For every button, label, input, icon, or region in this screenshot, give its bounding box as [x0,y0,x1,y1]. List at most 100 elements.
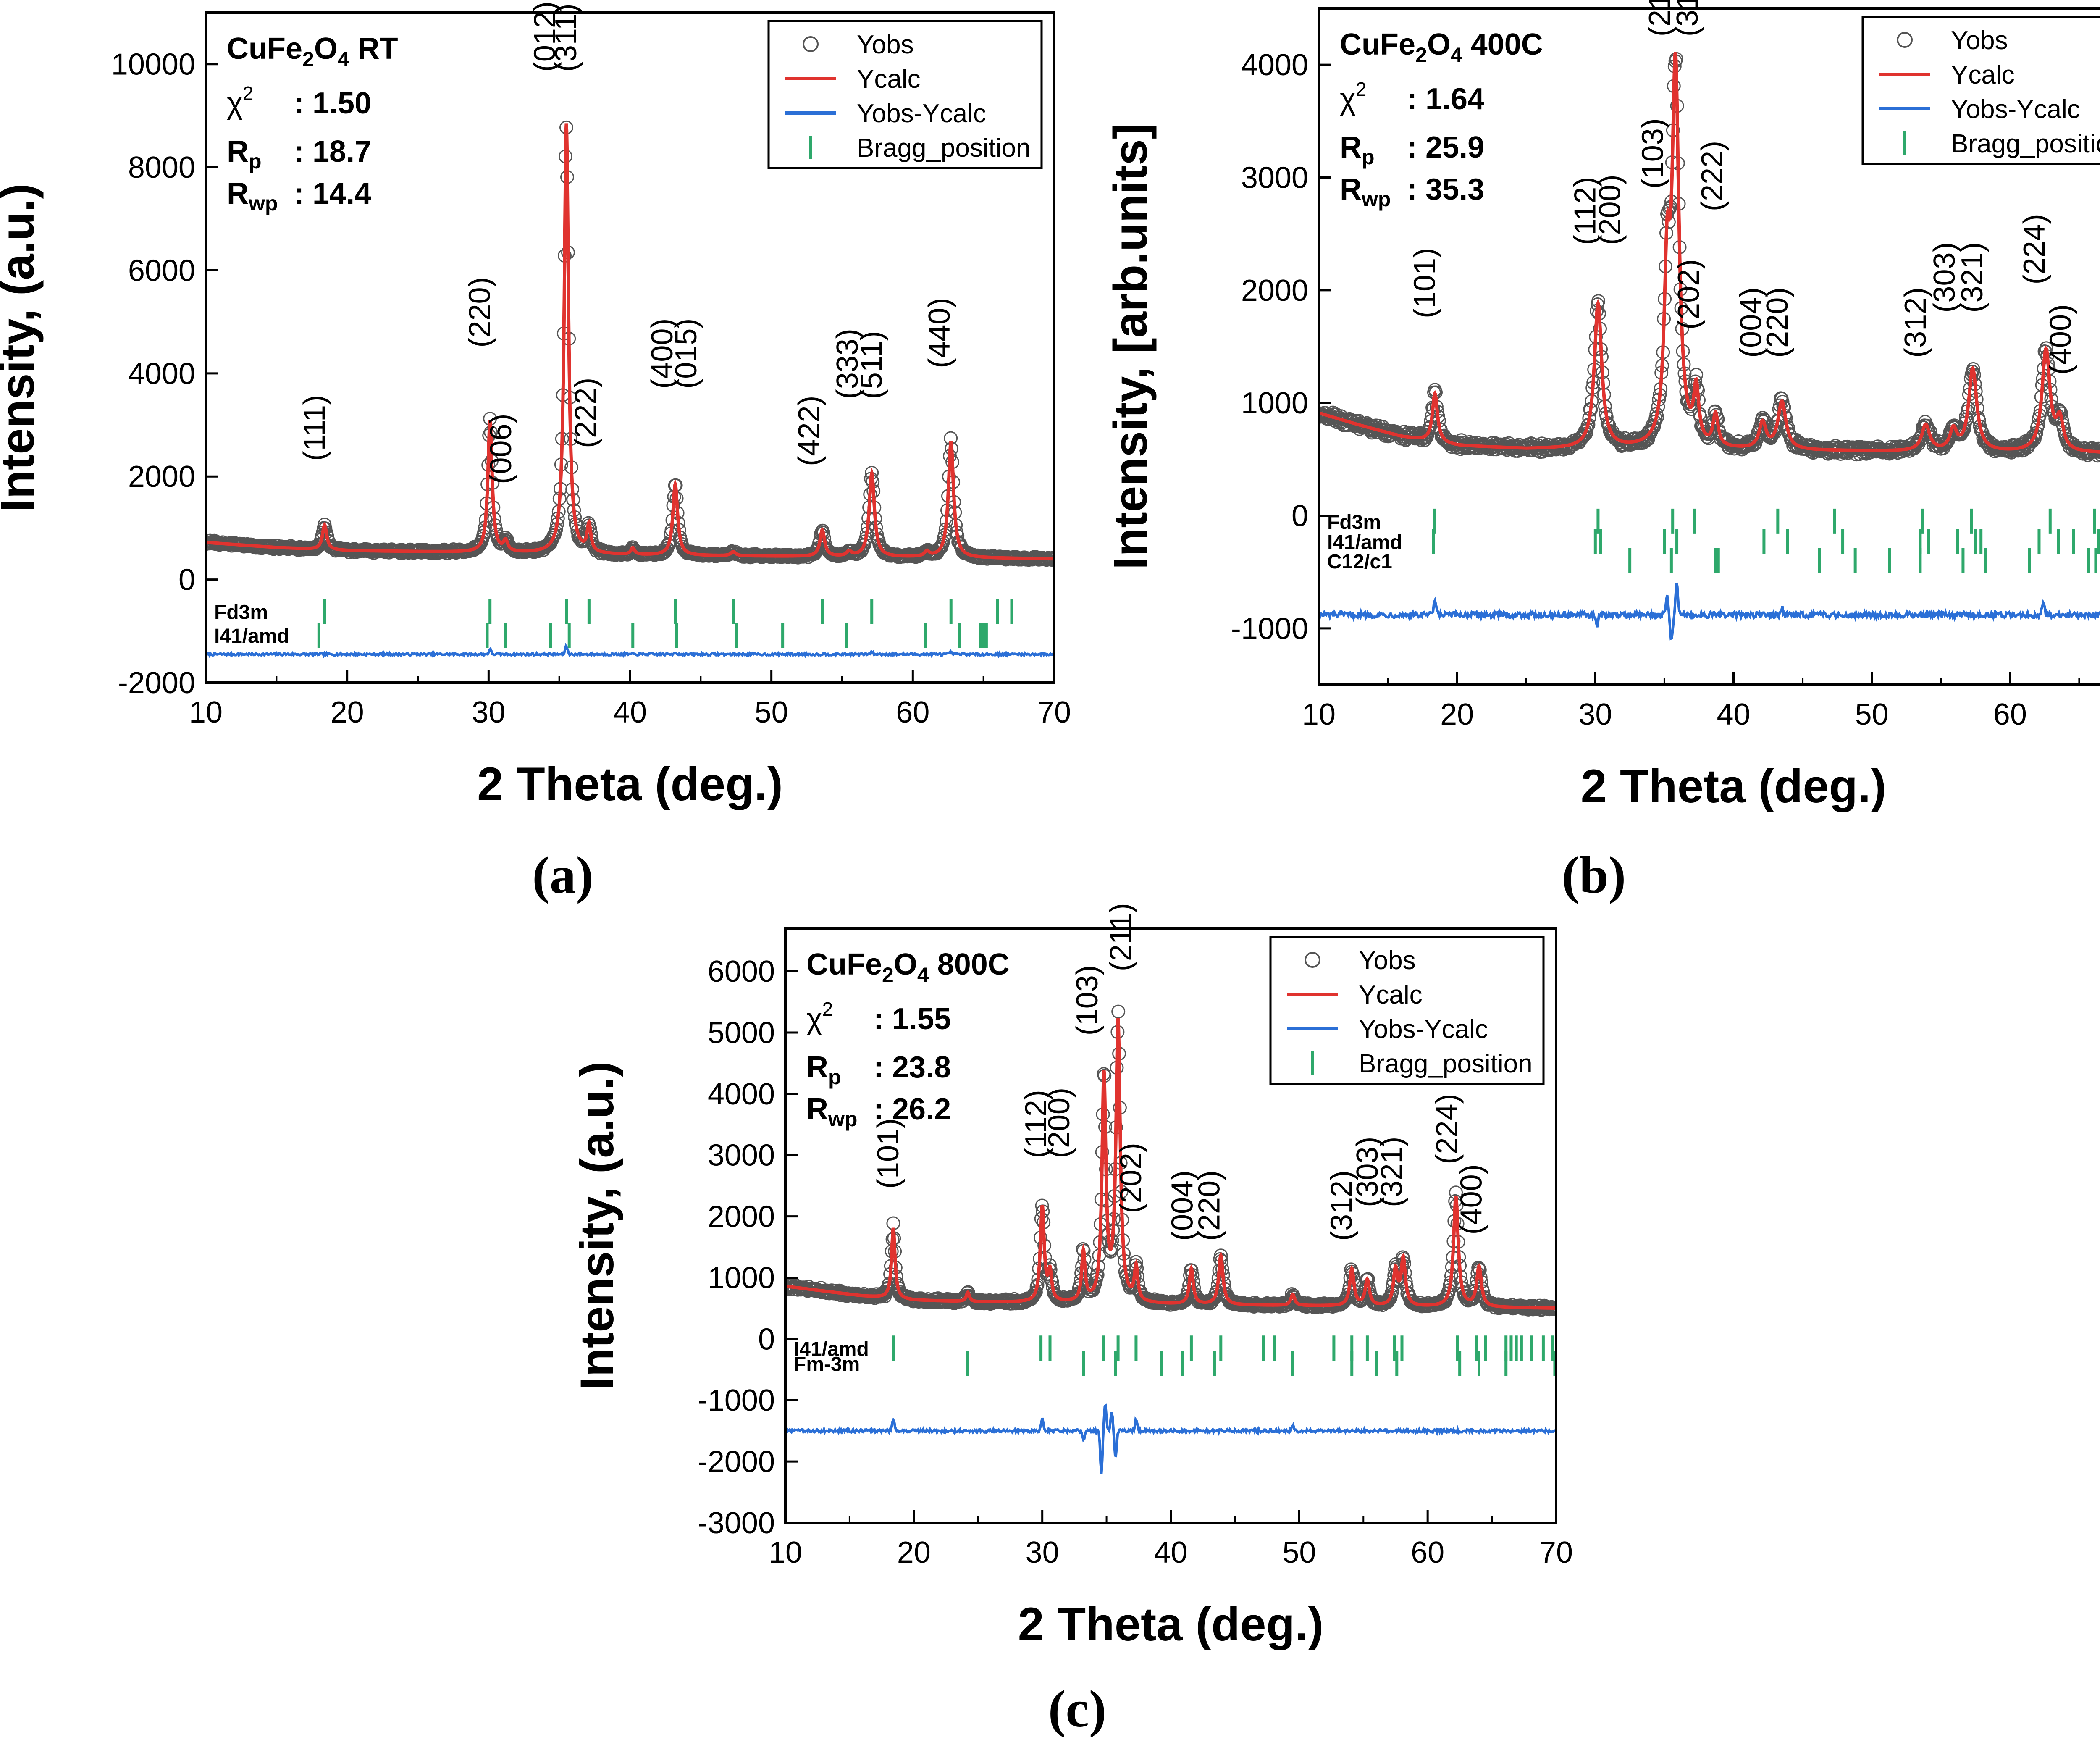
hkl-label: (112) [1568,177,1602,245]
x-tick-label: 30 [1026,1536,1059,1569]
rwp-label: Rwp [227,177,278,215]
legend-label: Yobs-Ycalc [1951,95,2080,124]
x-axis-title: 2 Theta (deg.) [1018,1598,1323,1650]
y-tick-label: 3000 [1241,161,1308,195]
hkl-label: (333) [831,328,864,399]
phase-label: Fd3m [1327,511,1381,533]
rp-value: : 25.9 [1407,131,1484,164]
rwp-value: : 14.4 [294,177,371,210]
y-tick-label: 1000 [1241,386,1308,420]
x-tick-label: 30 [472,696,505,729]
bragg-ticks-i41-amd [317,623,988,648]
rwp-label: Rwp [806,1093,857,1131]
legend-label: Ycalc [1359,980,1423,1009]
legend-label: Bragg_position [1359,1049,1533,1078]
hkl-label: (202) [1672,259,1706,330]
panel-label: (b) [1562,846,1626,904]
hkl-label: (103) [1636,118,1670,189]
chi2-label: χ2 [806,998,833,1036]
y-tick-label: 2000 [128,460,195,494]
hkl-label: (211) [1104,903,1138,971]
calculated-curve [206,123,1054,561]
rp-label: Rp [806,1051,841,1089]
plot-area [785,1004,1556,1474]
legend-label: Yobs-Ycalc [857,99,986,128]
hkl-label: (400) [1455,1164,1488,1235]
legend-label: Ycalc [1951,60,2015,89]
sample-title: CuFe2O4 800C [806,948,1010,987]
x-tick-label: 20 [1440,698,1474,731]
panel-label: (a) [532,846,593,904]
bragg-ticks-c12-c1 [1628,548,2097,573]
observed-point [1955,426,1969,440]
bragg-ticks-i41-amd [892,1335,1554,1361]
hkl-label: (303) [1928,242,1961,313]
chi2-label: χ2 [1340,78,1366,116]
hkl-label: (112) [1019,1090,1053,1158]
hkl-label: (006) [484,414,518,484]
x-tick-label: 70 [1539,1536,1573,1569]
legend-label: Yobs [1951,26,2008,55]
y-tick-label: 8000 [128,151,195,184]
hkl-label: (440) [923,298,956,368]
hkl-label: (422) [793,396,826,466]
legend-label: Bragg_position [1951,129,2100,158]
panel-0: 10 20 30 40 50 60 70 -2000 0 2000 4000 6000 8000 1000… [0,1,1071,904]
hkl-label: (311) [549,3,583,72]
x-tick-label: 10 [1302,698,1336,731]
x-tick-label: 40 [613,696,647,729]
observed-point [1028,1286,1042,1300]
legend-label: Ycalc [857,65,921,94]
panel-label: (c) [1048,1680,1107,1737]
x-tick-label: 10 [189,696,223,729]
phase-label: Fd3m [214,602,268,624]
legend-circle-icon [1305,952,1320,968]
hkl-label: (200) [1042,1088,1076,1158]
legend-label: Yobs-Ycalc [1359,1015,1488,1044]
difference-curve [1319,582,2100,641]
plot-area [206,120,1054,659]
legend-label: Bragg_position [857,134,1031,163]
bragg-ticks-fd3m [323,599,1013,624]
hkl-label: (220) [463,277,497,347]
x-tick-label: 60 [896,696,929,729]
difference-curve [206,643,1054,659]
difference-curve [785,1403,1556,1474]
observed-point [886,1216,900,1230]
hkl-label: (101) [872,1118,905,1189]
y-tick-label: 4000 [708,1077,775,1111]
plot-area [1319,52,2100,641]
x-tick-label: 10 [769,1536,802,1569]
hkl-label: (012) [528,1,562,72]
hkl-label: (312) [1899,287,1932,358]
hkl-label: (200) [1593,174,1627,245]
phase-label: I41/amd [1327,531,1402,554]
legend-label: Yobs [857,30,914,59]
y-tick-label: 6000 [708,955,775,988]
hkl-label: (321) [1956,242,1989,313]
y-tick-label: -2000 [118,666,195,700]
panel-2: 10 20 30 40 50 60 70 -3000 -2000 -1000 0 1000 2000 30… [571,903,1573,1737]
hkl-label: (400) [646,318,679,389]
y-tick-label: 0 [758,1322,775,1356]
calculated-curve [1319,52,2100,454]
rwp-label: Rwp [1340,173,1391,211]
hkl-label: (303) [1351,1137,1384,1207]
y-axis-title: Intensity, [arb.units] [1104,124,1157,570]
y-axis-title: Intensity, (a.u.) [571,1062,623,1390]
observed-points [1319,52,2100,463]
rp-label: Rp [227,135,262,173]
bragg-ticks-fd3m [1433,508,2096,534]
x-tick-label: 60 [1411,1536,1444,1569]
x-tick-label: 40 [1717,698,1750,731]
x-tick-label: 30 [1578,698,1612,731]
hkl-label: (222) [1696,141,1729,211]
y-tick-label: 10000 [111,48,195,81]
x-tick-label: 60 [1993,698,2027,731]
y-tick-label: -2000 [698,1445,775,1479]
hkl-label: (222) [569,378,603,448]
x-tick-label: 20 [331,696,364,729]
observed-point [1111,1004,1126,1019]
chi2-label: χ2 [227,82,253,120]
legend-box [767,20,1043,169]
